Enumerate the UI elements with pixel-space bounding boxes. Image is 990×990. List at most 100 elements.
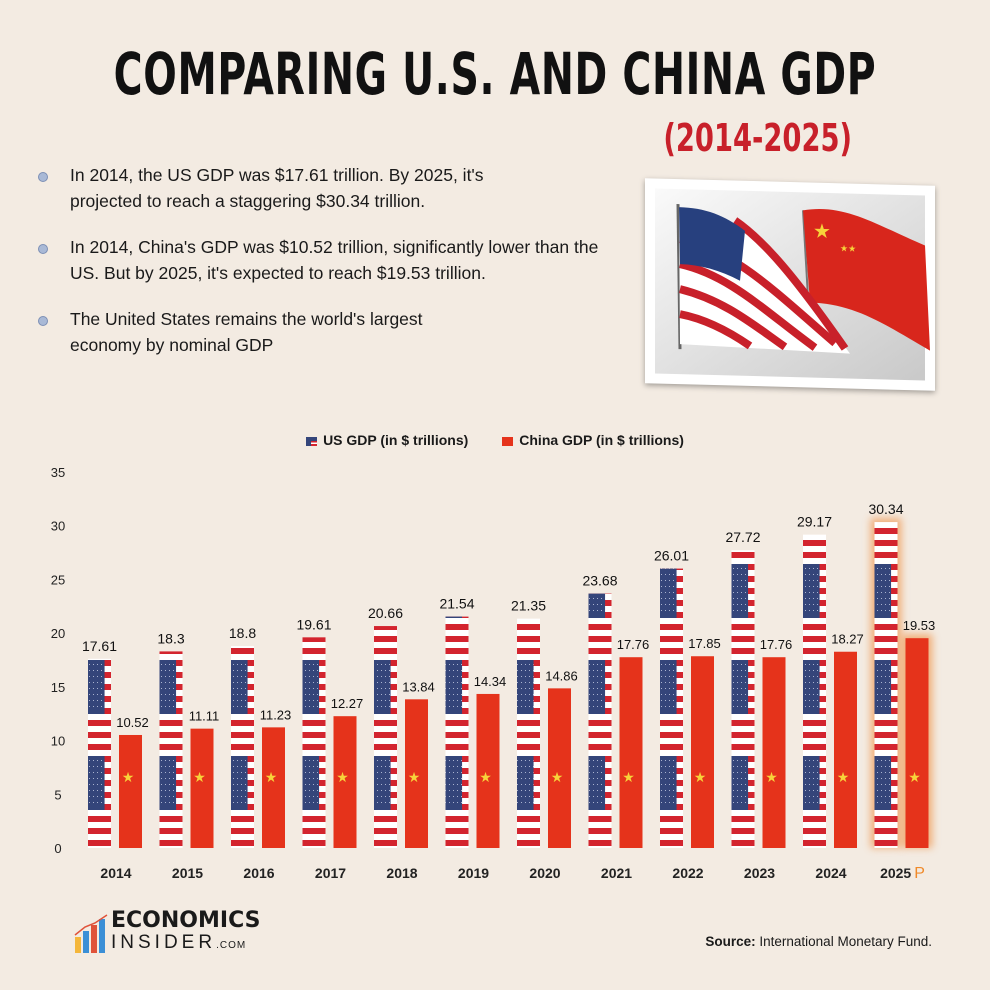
china-value-label: 14.34 (474, 674, 507, 689)
us-value-label: 26.01 (654, 548, 689, 564)
china-bar (476, 693, 500, 848)
china-value-label: 13.84 (402, 679, 435, 694)
x-tick-label: 2019 (458, 865, 489, 881)
china-value-label: 17.85 (688, 636, 721, 651)
x-tick-label: 2014 (100, 865, 131, 881)
bar-group-2020: ★ 21.35 14.86 2020 (511, 598, 578, 881)
china-flag-icon (502, 437, 514, 446)
bullet-text: The United States remains the world's la… (70, 309, 423, 355)
bar-group-2023: ★ 27.72 17.76 2023 (725, 529, 792, 881)
legend-item-us: US GDP (in $ trillions) (306, 432, 468, 448)
us-flag-icon (679, 207, 850, 354)
bullet-text: In 2014, the US GDP was $17.61 trillion.… (70, 165, 484, 211)
us-value-label: 17.61 (82, 638, 117, 654)
us-value-label: 20.66 (368, 605, 403, 621)
us-bar-canton (445, 616, 463, 848)
y-tick-label: 25 (51, 572, 65, 587)
china-bar (262, 727, 285, 848)
china-value-label: 12.27 (331, 696, 364, 711)
china-bar (905, 638, 929, 848)
china-bar (834, 651, 857, 848)
y-tick-label: 10 (51, 734, 65, 749)
china-star-icon: ★ (193, 769, 206, 785)
us-value-label: 21.35 (511, 598, 546, 614)
china-bar (691, 656, 714, 848)
us-value-label: 30.34 (868, 501, 903, 517)
us-value-label: 27.72 (725, 529, 760, 545)
x-tick-label: 2017 (315, 865, 346, 881)
y-tick-label: 0 (54, 841, 61, 856)
key-points: In 2014, the US GDP was $17.61 trillion.… (38, 162, 618, 378)
us-bar-canton (803, 534, 820, 848)
china-bar (405, 699, 428, 848)
china-bar (190, 728, 214, 848)
flags-image: ★ ★★ (645, 178, 935, 391)
logo-text: ECONOMICS (111, 908, 261, 933)
us-bar-canton (517, 618, 534, 848)
bar-group-2024: ★ 29.17 18.27 2024 (797, 514, 864, 881)
y-tick-label: 35 (51, 465, 65, 480)
china-star-icon: ★ (336, 769, 349, 785)
china-star-icon: ★ (122, 769, 135, 785)
page-subtitle: (2014-2025) (663, 116, 852, 160)
china-bar (619, 657, 643, 848)
china-star-icon: ★ (908, 769, 921, 785)
x-tick-label: 2023 (744, 865, 775, 881)
svg-text:★★: ★★ (840, 243, 856, 253)
china-star-icon: ★ (551, 769, 564, 785)
bar-group-2022: ★ 26.01 17.85 2022 (654, 548, 721, 881)
bar-group-2016: ★ 18.8 11.23 2016 (229, 625, 291, 881)
bar-group-2025: ★ 30.34 19.53 2025 P (868, 501, 935, 882)
china-star-icon: ★ (694, 769, 707, 785)
china-star-icon: ★ (622, 769, 635, 785)
china-bar (333, 716, 357, 848)
us-value-label: 23.68 (582, 573, 617, 589)
bar-group-2019: ★ 21.54 14.34 2019 (439, 596, 506, 881)
us-bar-canton (731, 550, 749, 848)
x-tick-label: 2022 (672, 865, 703, 881)
bullet-item: In 2014, China's GDP was $10.52 trillion… (38, 234, 618, 286)
bar-group-2015: ★ 18.3 11.11 2015 (157, 630, 219, 881)
china-value-label: 17.76 (617, 637, 650, 652)
x-tick-label: 2018 (386, 865, 417, 881)
legend-item-china: China GDP (in $ trillions) (502, 432, 684, 448)
china-bar (119, 734, 142, 848)
economics-insider-logo: ECONOMICS INSIDER.COM (73, 910, 260, 957)
x-tick-label: 2021 (601, 865, 632, 881)
china-value-label: 18.27 (831, 632, 864, 647)
logo-text: INSIDER.COM (111, 932, 247, 953)
us-bar-canton (88, 658, 105, 848)
china-star-icon: ★ (265, 769, 278, 785)
us-bar-canton (874, 522, 892, 848)
us-bar-canton (588, 593, 606, 848)
us-bar-canton (374, 626, 391, 848)
x-tick-label: 2024 (815, 865, 846, 881)
china-bar (762, 657, 786, 848)
y-tick-label: 5 (54, 787, 61, 802)
us-bar-canton (660, 568, 677, 848)
china-value-label: 11.23 (260, 707, 292, 722)
x-tick-label: 2020 (529, 865, 560, 881)
us-flag-icon (306, 437, 318, 446)
us-bar-canton (159, 651, 177, 848)
china-value-label: 10.52 (116, 715, 149, 730)
china-value-label: 11.11 (189, 709, 220, 724)
bullet-item: In 2014, the US GDP was $17.61 trillion.… (38, 162, 618, 214)
svg-text:★: ★ (813, 221, 831, 243)
bullet-dot-icon (38, 316, 48, 326)
x-tick-label: 2015 (172, 865, 203, 881)
x-tick-label: 2016 (243, 865, 274, 881)
us-bar-canton (231, 646, 248, 848)
bullet-item: The United States remains the world's la… (38, 306, 618, 358)
us-value-label: 21.54 (439, 596, 474, 612)
us-bar-canton (302, 637, 320, 848)
bar-group-2021: ★ 23.68 17.76 2021 (582, 573, 649, 881)
y-tick-label: 15 (51, 680, 65, 695)
us-value-label: 18.3 (157, 630, 184, 646)
y-tick-label: 20 (51, 626, 65, 641)
us-value-label: 19.61 (296, 616, 331, 632)
china-value-label: 19.53 (903, 618, 936, 633)
china-flag-icon (803, 209, 930, 351)
legend-label: US GDP (in $ trillions) (323, 432, 469, 448)
us-value-label: 18.8 (229, 625, 256, 641)
